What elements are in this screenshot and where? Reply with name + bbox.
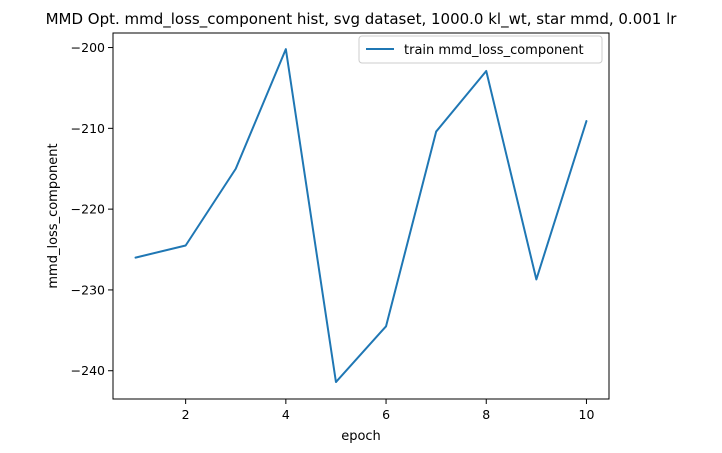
y-tick-label: −200 (71, 40, 105, 55)
chart-title: MMD Opt. mmd_loss_component hist, svg da… (46, 10, 678, 29)
y-axis-ticks: −240 −230 −220 −210 −200 (71, 40, 113, 378)
y-tick-label: −240 (71, 363, 105, 378)
y-tick-label: −230 (71, 282, 105, 297)
x-tick-label: 2 (182, 407, 190, 422)
y-tick-label: −210 (71, 121, 105, 136)
series-line-0 (134, 48, 588, 384)
y-tick-label: −220 (71, 202, 105, 217)
plot-area (113, 33, 609, 399)
series-layer (134, 48, 588, 384)
y-axis-label: mmd_loss_component (46, 143, 61, 288)
legend-box (358, 35, 603, 64)
plot-frame (112, 32, 610, 400)
x-tick-label: 10 (579, 407, 595, 422)
x-axis-label: epoch (341, 429, 381, 444)
legend-label: train mmd_loss_component (404, 43, 584, 58)
x-tick-label: 4 (282, 407, 290, 422)
x-tick-label: 8 (482, 407, 490, 422)
x-axis-ticks: 2 4 6 8 10 (182, 399, 595, 422)
x-tick-label: 6 (382, 407, 390, 422)
legend: train mmd_loss_component (358, 35, 603, 64)
